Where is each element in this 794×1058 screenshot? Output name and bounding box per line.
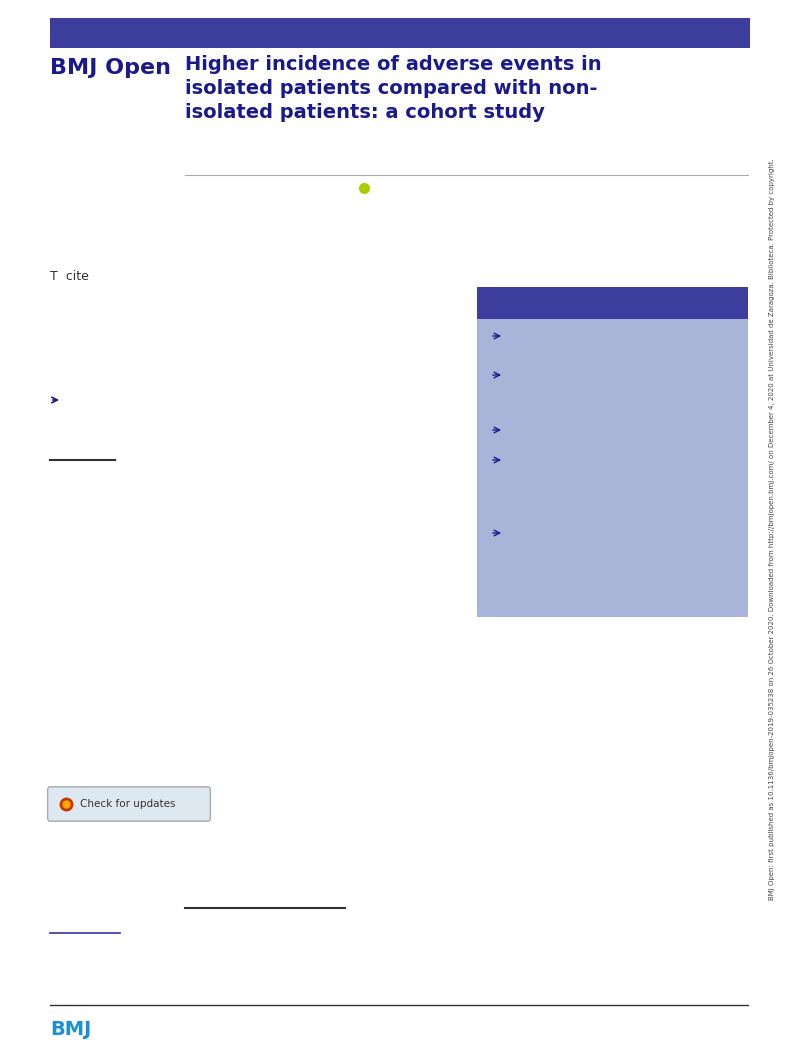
Text: Higher incidence of adverse events in
isolated patients compared with non-
isola: Higher incidence of adverse events in is… <box>185 55 602 123</box>
FancyBboxPatch shape <box>48 787 210 821</box>
Bar <box>477 287 748 320</box>
Text: Check for updates: Check for updates <box>80 799 175 809</box>
Text: BMJ: BMJ <box>50 1020 91 1039</box>
Bar <box>477 320 748 617</box>
Text: BMJ Open: BMJ Open <box>50 58 171 78</box>
Text: T  cite: T cite <box>50 270 89 282</box>
Text: BMJ Open: first published as 10.1136/bmjopen-2019-035238 on 26 October 2020. Dow: BMJ Open: first published as 10.1136/bmj… <box>769 158 775 900</box>
Bar <box>50 18 750 48</box>
